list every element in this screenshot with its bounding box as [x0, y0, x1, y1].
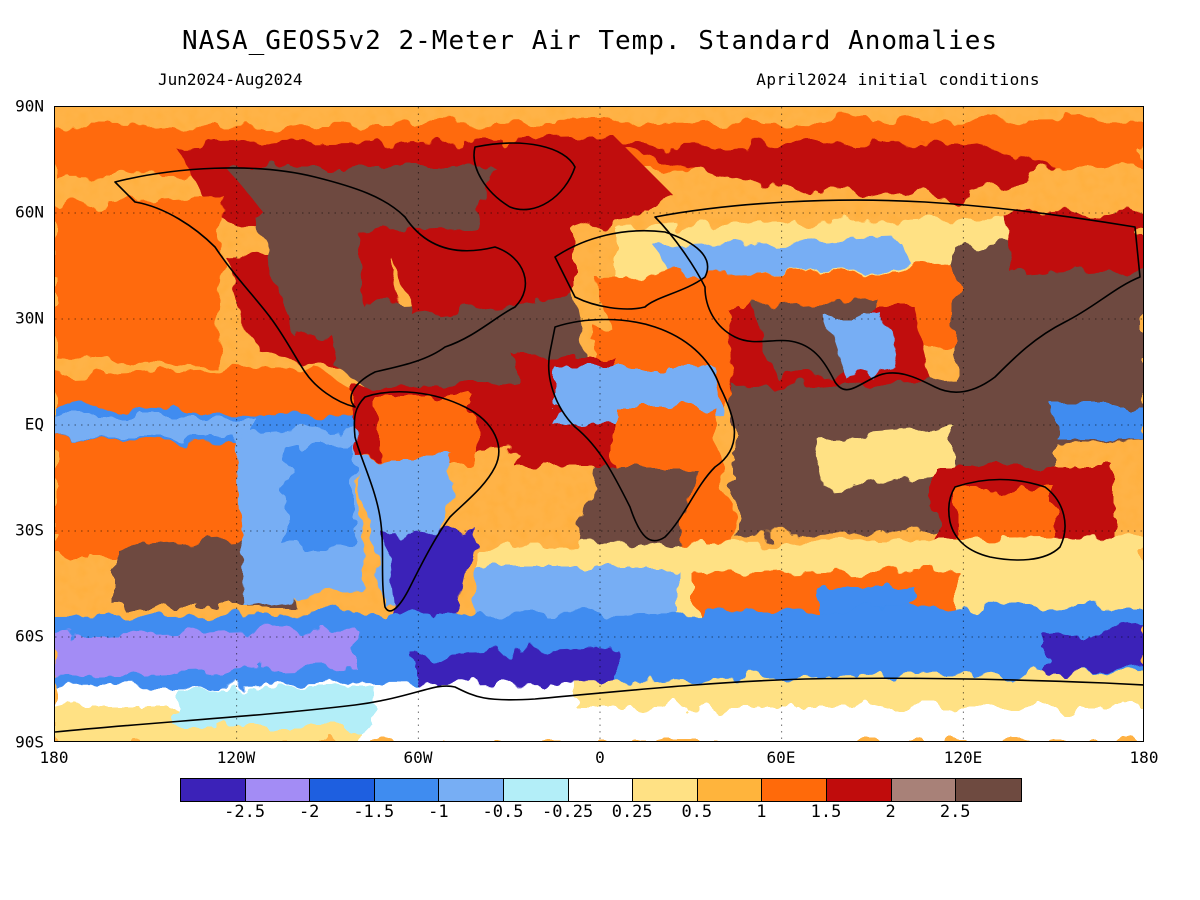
colorbar-tick-label: -0.25 [542, 802, 594, 822]
lon-label-60e: 60E [766, 748, 796, 767]
lat-label-30n: 30N [15, 308, 44, 328]
colorbar-tick-label: 0.25 [611, 802, 653, 822]
lon-label-120e: 120E [943, 748, 983, 767]
colorbar-swatch [245, 779, 311, 801]
lon-label-120w: 120W [216, 748, 256, 767]
colorbar-swatch [439, 779, 504, 801]
colorbar-swatch [891, 779, 957, 801]
colorbar-tick-label: -2 [298, 802, 320, 822]
colorbar-tick-label: 2.5 [939, 802, 971, 822]
lat-label-30s: 30S [15, 520, 44, 540]
lon-label-180e: 180 [1129, 748, 1159, 767]
colorbar-swatch [374, 779, 440, 801]
lat-label-90s: 90S [15, 732, 44, 752]
colorbar-swatch [310, 779, 375, 801]
forecast-period: Jun2024-Aug2024 [158, 70, 303, 89]
colorbar-tick-label: 2 [885, 802, 896, 822]
lat-label-eq: EQ [24, 414, 44, 434]
colorbar-swatch [503, 779, 569, 801]
lat-label-90n: 90N [15, 96, 44, 116]
lon-label-180w: 180 [39, 748, 69, 767]
colorbar-tick-label: -2.5 [224, 802, 266, 822]
lat-label-60s: 60S [15, 626, 44, 646]
colorbar-tick-label: -1.5 [353, 802, 395, 822]
anomaly-map [54, 106, 1144, 742]
anomaly-shading [55, 107, 1143, 741]
chart-title: NASA_GEOS5v2 2-Meter Air Temp. Standard … [181, 26, 998, 56]
lon-label-60w: 60W [403, 748, 433, 767]
colorbar-swatch [568, 779, 634, 801]
lat-label-60n: 60N [15, 202, 44, 222]
colorbar-swatch [762, 779, 827, 801]
colorbar-swatch [633, 779, 698, 801]
colorbar-swatch [826, 779, 892, 801]
coastlines [55, 142, 1143, 733]
lon-label-0: 0 [595, 748, 605, 767]
colorbar-swatch [697, 779, 763, 801]
colorbar-tick-label: -0.5 [482, 802, 524, 822]
colorbar-tick-label: 1.5 [810, 802, 842, 822]
anomaly-field-svg [55, 107, 1143, 741]
colorbar-swatch [956, 779, 1021, 801]
initial-conditions-label: April2024 initial conditions [756, 70, 1040, 89]
colorbar-tick-label: 0.5 [681, 802, 713, 822]
colorbar-tick-label: -1 [428, 802, 449, 822]
colorbar-swatch [181, 779, 246, 801]
colorbar [180, 778, 1022, 802]
colorbar-tick-label: 1 [756, 802, 767, 822]
